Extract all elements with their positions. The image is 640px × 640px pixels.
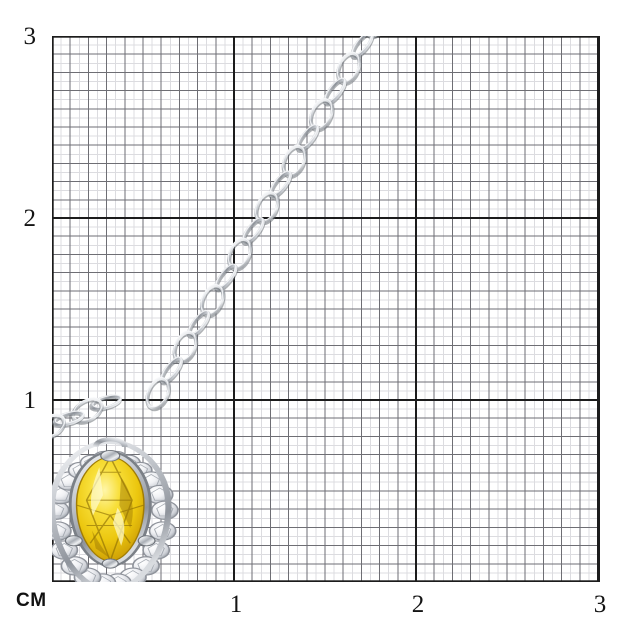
halo-diamond-facets [78, 570, 97, 582]
chain-link [363, 36, 390, 40]
chain-link [70, 397, 104, 425]
halo-diamond-facets [65, 558, 84, 572]
gem-prongs [64, 450, 156, 569]
chain-links [52, 36, 390, 442]
chain-link [336, 51, 362, 86]
halo-diamond-facets [153, 524, 172, 538]
chain-link [295, 124, 320, 153]
chain-link [89, 394, 122, 412]
pendant [52, 437, 179, 582]
yellow-pear-gemstone [75, 456, 145, 562]
chain-link [52, 413, 67, 442]
gemstone-shadows [92, 477, 133, 559]
necklace-photo [52, 36, 600, 582]
grid-major-lines [52, 36, 600, 582]
measurement-grid [52, 36, 600, 582]
halo-diamond-facets [55, 543, 74, 557]
x-axis-tick-1: 1 [229, 591, 243, 618]
gemstone-highlights [90, 467, 125, 546]
unit-label-cm: CM [16, 590, 47, 611]
x-axis-tick-3: 3 [593, 591, 607, 618]
chain-link [145, 376, 172, 412]
halo-frame [52, 439, 172, 582]
halo-diamond-facets [109, 576, 127, 582]
x-axis-tick-2: 2 [411, 591, 425, 618]
pendant-bail [92, 437, 128, 448]
y-axis-tick-1: 1 [23, 387, 37, 414]
necklace-illustration [52, 36, 390, 582]
y-axis-tick-3: 3 [23, 23, 37, 50]
grid-border [52, 36, 600, 582]
chain-link [350, 36, 375, 61]
grid-lines [52, 36, 600, 582]
chain-link [52, 410, 85, 428]
grid-minor-lines [52, 36, 600, 582]
halo-diamond-facets [147, 543, 165, 557]
y-axis-tick-2: 2 [23, 205, 37, 232]
chain-link [199, 283, 226, 319]
